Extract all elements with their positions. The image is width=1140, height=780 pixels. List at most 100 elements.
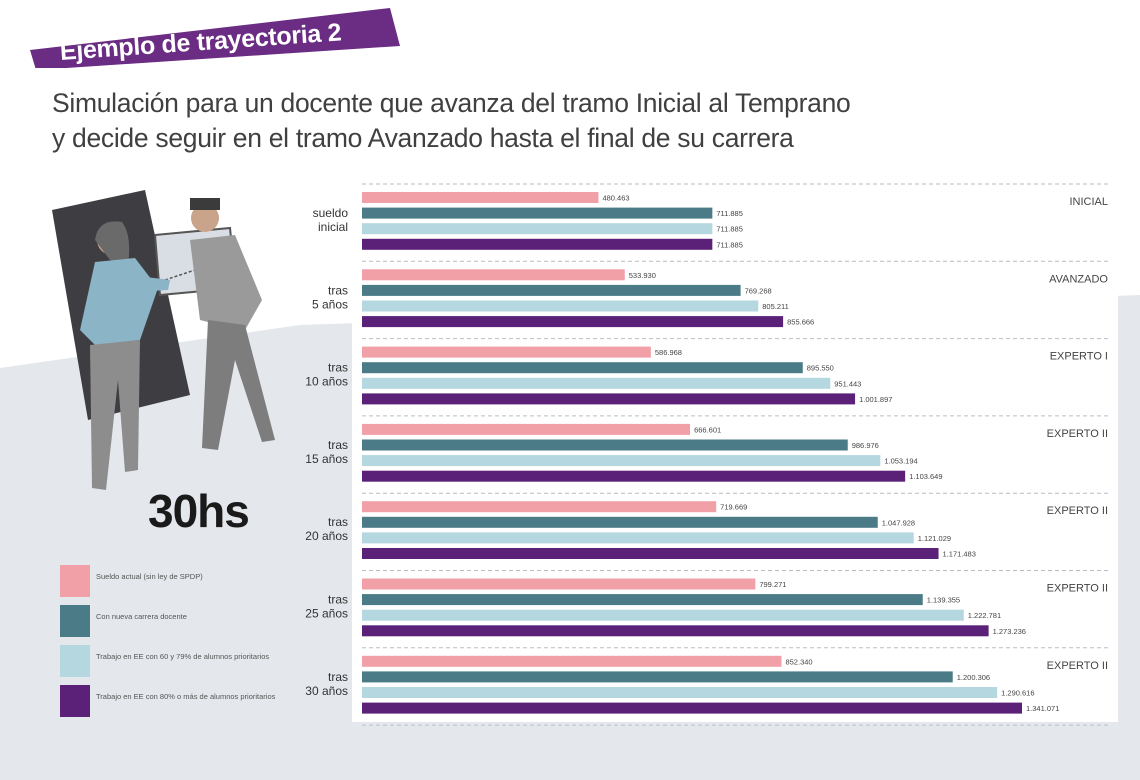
legend-item-current-salary: Sueldo actual (sin ley de SPDP) bbox=[60, 565, 300, 602]
bar bbox=[362, 594, 923, 606]
bar-value-label: 711.885 bbox=[716, 225, 743, 234]
bar bbox=[362, 702, 1022, 714]
tramo-label: EXPERTO II bbox=[1047, 583, 1108, 595]
subtitle: Simulación para un docente que avanza de… bbox=[52, 86, 1052, 156]
bar bbox=[362, 470, 906, 482]
category-label: tras bbox=[328, 283, 348, 297]
bar-value-label: 533.930 bbox=[629, 271, 656, 280]
tramo-label: EXPERTO II bbox=[1047, 660, 1108, 672]
bar bbox=[362, 516, 878, 528]
man-hair bbox=[190, 198, 220, 210]
bar-value-label: 799.271 bbox=[759, 580, 786, 589]
bar-value-label: 1.171.483 bbox=[943, 550, 976, 559]
legend-label: Trabajo en EE con 80% o más de alumnos p… bbox=[96, 692, 276, 701]
bar bbox=[362, 687, 998, 698]
bar-value-label: 1.053.194 bbox=[884, 457, 917, 466]
bar bbox=[362, 207, 713, 219]
legend-swatch-purple bbox=[60, 685, 90, 717]
bar bbox=[362, 655, 782, 667]
category-label: 10 años bbox=[305, 375, 348, 389]
tramo-label: EXPERTO II bbox=[1047, 505, 1108, 517]
teachers-illustration bbox=[52, 190, 275, 490]
bar bbox=[362, 532, 914, 544]
subtitle-line-1: Simulación para un docente que avanza de… bbox=[52, 88, 851, 118]
bar-value-label: 719.669 bbox=[720, 503, 747, 512]
bar-value-label: 1.341.071 bbox=[1026, 704, 1059, 713]
bar bbox=[362, 316, 784, 328]
bar-value-label: 855.666 bbox=[787, 318, 814, 327]
bar-value-label: 852.340 bbox=[785, 657, 812, 666]
category-label: 5 años bbox=[312, 297, 348, 311]
bar-value-label: 895.550 bbox=[807, 364, 834, 373]
bar bbox=[362, 548, 939, 559]
bar-value-label: 769.268 bbox=[745, 286, 772, 295]
bar bbox=[362, 439, 848, 451]
legend-label: Con nueva carrera docente bbox=[96, 612, 187, 621]
bar bbox=[362, 269, 625, 281]
bar bbox=[362, 393, 856, 405]
bar bbox=[362, 625, 989, 637]
bar-value-label: 1.047.928 bbox=[882, 518, 915, 527]
bar-value-label: 1.139.355 bbox=[927, 596, 960, 605]
category-label: tras bbox=[328, 593, 348, 607]
bar bbox=[362, 671, 953, 683]
bar-value-label: 1.001.897 bbox=[859, 395, 892, 404]
bar-value-label: 986.976 bbox=[852, 441, 879, 450]
bar-value-label: 1.103.649 bbox=[909, 472, 942, 481]
bar bbox=[362, 346, 651, 358]
legend: Sueldo actual (sin ley de SPDP) Con nuev… bbox=[60, 565, 300, 725]
category-label: inicial bbox=[318, 220, 348, 234]
category-label: tras bbox=[328, 361, 348, 375]
man-head bbox=[191, 204, 219, 232]
bar bbox=[362, 300, 759, 312]
bar bbox=[362, 455, 881, 467]
tramo-label: AVANZADO bbox=[1049, 273, 1108, 285]
bar-value-label: 805.211 bbox=[762, 302, 789, 311]
category-label: tras bbox=[328, 515, 348, 529]
category-label: tras bbox=[328, 670, 348, 684]
category-label: sueldo bbox=[313, 206, 349, 220]
category-label: 20 años bbox=[305, 529, 348, 543]
bar bbox=[362, 238, 713, 250]
bar-value-label: 951.443 bbox=[834, 379, 861, 388]
woman-arm bbox=[130, 275, 170, 292]
bar bbox=[362, 578, 756, 590]
category-label: 15 años bbox=[305, 452, 348, 466]
legend-label: Sueldo actual (sin ley de SPDP) bbox=[96, 572, 203, 581]
category-label: 30 años bbox=[305, 684, 348, 698]
bar-value-label: 711.885 bbox=[716, 240, 743, 249]
tramo-label: EXPERTO I bbox=[1050, 351, 1108, 363]
woman-hair bbox=[95, 221, 130, 265]
woman-legs bbox=[90, 340, 140, 490]
banner-ribbon bbox=[30, 8, 400, 68]
man-legs bbox=[202, 320, 275, 450]
bar-value-label: 480.463 bbox=[602, 194, 629, 203]
bar bbox=[362, 223, 713, 235]
bar bbox=[362, 501, 717, 513]
category-label: 25 años bbox=[305, 607, 348, 621]
bar-value-label: 666.601 bbox=[694, 425, 721, 434]
bar bbox=[362, 192, 599, 203]
legend-swatch-teal bbox=[60, 605, 90, 637]
bar bbox=[362, 362, 803, 374]
bar bbox=[362, 423, 691, 435]
bar bbox=[362, 609, 964, 621]
legend-item-new-career: Con nueva carrera docente bbox=[60, 605, 300, 642]
bar-value-label: 711.885 bbox=[716, 209, 743, 218]
bar-value-label: 1.200.306 bbox=[957, 673, 990, 682]
category-label: tras bbox=[328, 438, 348, 452]
legend-item-80-plus: Trabajo en EE con 80% o más de alumnos p… bbox=[60, 685, 300, 722]
subtitle-line-2: y decide seguir en el tramo Avanzado has… bbox=[52, 123, 794, 153]
legend-item-60-79: Trabajo en EE con 60 y 79% de alumnos pr… bbox=[60, 645, 300, 682]
bar bbox=[362, 377, 831, 389]
bar-value-label: 1.290.616 bbox=[1001, 689, 1034, 698]
tramo-label: INICIAL bbox=[1069, 196, 1108, 208]
man-body bbox=[190, 235, 262, 330]
tramo-label: EXPERTO II bbox=[1047, 428, 1108, 440]
bar-value-label: 586.968 bbox=[655, 348, 682, 357]
legend-swatch-light-blue bbox=[60, 645, 90, 677]
bar-value-label: 1.121.029 bbox=[918, 534, 951, 543]
bar bbox=[362, 284, 741, 296]
legend-label: Trabajo en EE con 60 y 79% de alumnos pr… bbox=[96, 652, 270, 661]
